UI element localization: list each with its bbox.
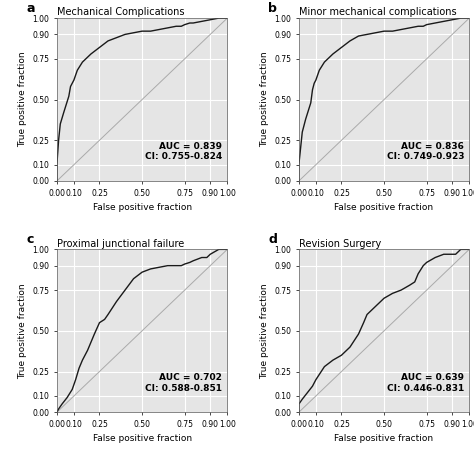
X-axis label: False positive fraction: False positive fraction: [92, 434, 191, 443]
Y-axis label: True positive fraction: True positive fraction: [18, 283, 27, 379]
Y-axis label: True positive fraction: True positive fraction: [260, 52, 269, 147]
Y-axis label: True positive fraction: True positive fraction: [260, 283, 269, 379]
Text: c: c: [26, 233, 34, 246]
Y-axis label: True positive fraction: True positive fraction: [18, 52, 27, 147]
Text: a: a: [26, 2, 35, 15]
Text: AUC = 0.702
CI: 0.588-0.851: AUC = 0.702 CI: 0.588-0.851: [145, 373, 222, 393]
X-axis label: False positive fraction: False positive fraction: [92, 203, 191, 212]
Text: d: d: [268, 233, 277, 246]
Text: Revision Surgery: Revision Surgery: [299, 239, 381, 249]
Text: AUC = 0.836
CI: 0.749-0.923: AUC = 0.836 CI: 0.749-0.923: [387, 142, 464, 161]
Text: AUC = 0.839
CI: 0.755-0.824: AUC = 0.839 CI: 0.755-0.824: [145, 142, 222, 161]
Text: AUC = 0.639
CI: 0.446-0.831: AUC = 0.639 CI: 0.446-0.831: [387, 373, 464, 393]
X-axis label: False positive fraction: False positive fraction: [335, 203, 434, 212]
Text: b: b: [268, 2, 277, 15]
Text: Proximal junctional failure: Proximal junctional failure: [57, 239, 184, 249]
Text: Minor mechanical complications: Minor mechanical complications: [299, 7, 456, 17]
Text: Mechanical Complications: Mechanical Complications: [57, 7, 184, 17]
X-axis label: False positive fraction: False positive fraction: [335, 434, 434, 443]
